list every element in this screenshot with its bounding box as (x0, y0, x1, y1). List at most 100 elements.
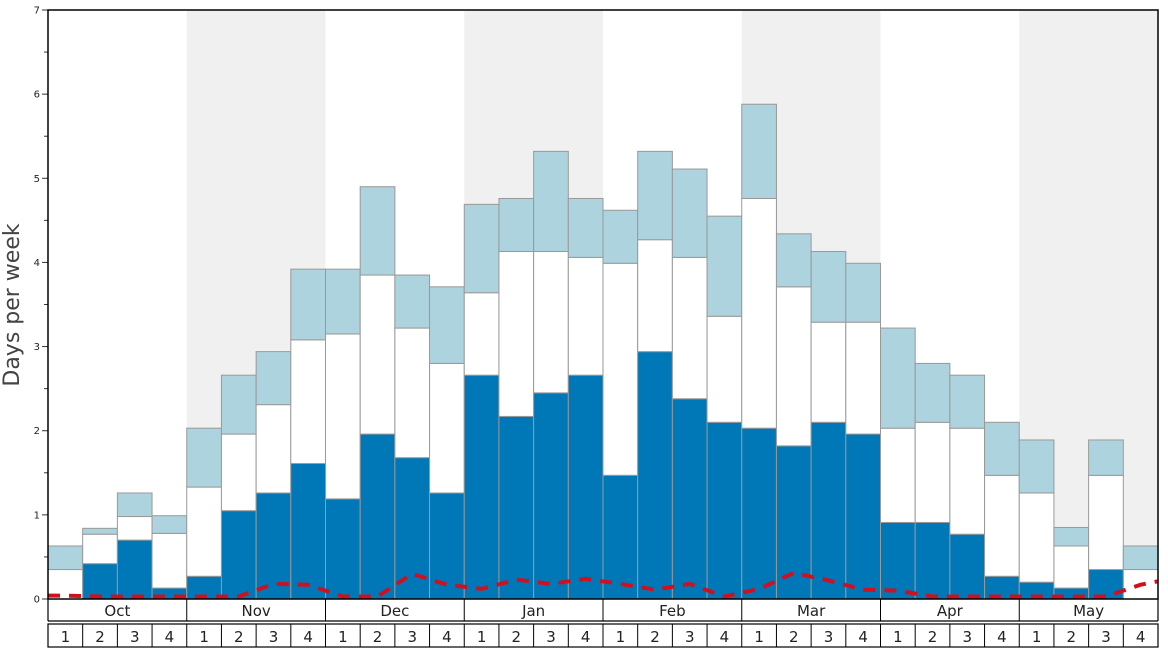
bar-segment-dark (359, 433, 396, 600)
bar-segment-light (359, 186, 396, 276)
week-label: 4 (442, 628, 452, 646)
bar-segment-light (82, 527, 118, 535)
bar-segment-white (845, 321, 881, 435)
bar-segment-light (325, 268, 361, 335)
bar-segment-light (1122, 545, 1159, 571)
week-label: 3 (824, 628, 834, 646)
y-tick-label: 6 (34, 90, 40, 101)
week-label: 3 (269, 628, 279, 646)
bar-segment-white (359, 274, 396, 435)
y-tick-label: 3 (34, 342, 40, 353)
bar-segment-light (394, 274, 431, 329)
bar-segment-light (220, 374, 257, 435)
bar-segment-dark (880, 521, 916, 600)
week-label: 4 (581, 628, 591, 646)
y-tick-label: 0 (34, 595, 40, 606)
bar-segment-dark (463, 374, 500, 600)
week-label: 3 (685, 628, 695, 646)
month-label: Mar (797, 602, 826, 620)
week-label: 1 (893, 628, 903, 646)
week-label: 3 (546, 628, 556, 646)
month-label: Jan (521, 602, 545, 620)
bar-segment-dark (845, 433, 881, 600)
week-label: 4 (1136, 628, 1146, 646)
bar-segment-white (82, 533, 118, 565)
bar-segment-light (186, 427, 222, 488)
bar-segment-white (429, 362, 465, 494)
bar-segment-white (567, 256, 604, 376)
bar-segment-light (116, 492, 153, 518)
bar-segment-dark (671, 398, 708, 600)
bar-segment-white (290, 339, 326, 465)
bar-segment-white (1088, 474, 1124, 571)
bar-segment-white (671, 256, 708, 400)
week-label: 3 (130, 628, 140, 646)
week-label: 4 (997, 628, 1007, 646)
bar-segment-light (1053, 526, 1090, 547)
bar-segment-light (775, 233, 812, 288)
bar-segment-light (984, 421, 1020, 476)
y-tick-label: 4 (34, 258, 40, 269)
bar-segment-dark (533, 392, 569, 600)
month-label: Dec (380, 602, 409, 620)
bar-segment-white (741, 197, 777, 429)
bar-segment-dark (949, 533, 986, 600)
bar-segment-white (220, 433, 257, 512)
bar-segment-white (810, 321, 847, 423)
bar-segment-light (741, 103, 777, 199)
bar-segment-white (394, 327, 431, 459)
bar-segment-white (498, 250, 535, 417)
bar-segment-white (706, 315, 743, 423)
bar-segment-dark (82, 563, 118, 600)
week-label: 3 (407, 628, 417, 646)
bar-segment-light (1018, 439, 1055, 494)
week-label: 1 (338, 628, 348, 646)
bar-segment-white (984, 474, 1020, 577)
week-label: 1 (1032, 628, 1042, 646)
bar-segment-dark (706, 421, 743, 600)
bar-segment-dark (429, 492, 465, 600)
bar-segment-white (602, 262, 639, 476)
bar-segment-light (290, 268, 326, 341)
week-label: 1 (61, 628, 71, 646)
bar-segment-white (255, 404, 292, 494)
month-label: Oct (104, 602, 130, 620)
bar-segment-dark (325, 498, 361, 600)
bar-segment-white (637, 239, 673, 353)
week-label: 2 (95, 628, 105, 646)
y-tick-label: 5 (34, 174, 40, 185)
week-label: 2 (234, 628, 244, 646)
bar-segment-dark (914, 521, 951, 600)
week-label: 1 (616, 628, 626, 646)
bar-segment-dark (116, 539, 153, 600)
bar-segment-light (845, 262, 881, 323)
bar-segment-white (949, 427, 986, 535)
week-label: 2 (789, 628, 799, 646)
bar-segment-white (186, 486, 222, 577)
bar-segment-white (325, 333, 361, 500)
bar-segment-dark (810, 421, 847, 600)
bar-segment-white (533, 250, 569, 394)
bar-segment-light (706, 215, 743, 317)
bar-segment-light (429, 286, 465, 364)
week-label: 3 (962, 628, 972, 646)
bar-segment-white (880, 427, 916, 523)
bar-segment-white (116, 516, 153, 541)
bar-segment-white (1053, 545, 1090, 589)
week-label: 1 (199, 628, 209, 646)
dashed-series-line (48, 570, 1159, 599)
bar-segment-light (810, 250, 847, 323)
bar-segment-light (533, 150, 569, 252)
bar-segment-light (151, 515, 188, 534)
week-label: 2 (1067, 628, 1077, 646)
bar-segment-dark (498, 415, 535, 600)
bar-segment-dark (637, 351, 673, 600)
week-label: 4 (720, 628, 730, 646)
bar-segment-light (671, 168, 708, 258)
bar-segment-dark (741, 427, 777, 600)
week-label: 2 (373, 628, 383, 646)
bar-segment-light (255, 351, 292, 406)
bar-segment-dark (1088, 569, 1124, 600)
week-label: 2 (650, 628, 660, 646)
